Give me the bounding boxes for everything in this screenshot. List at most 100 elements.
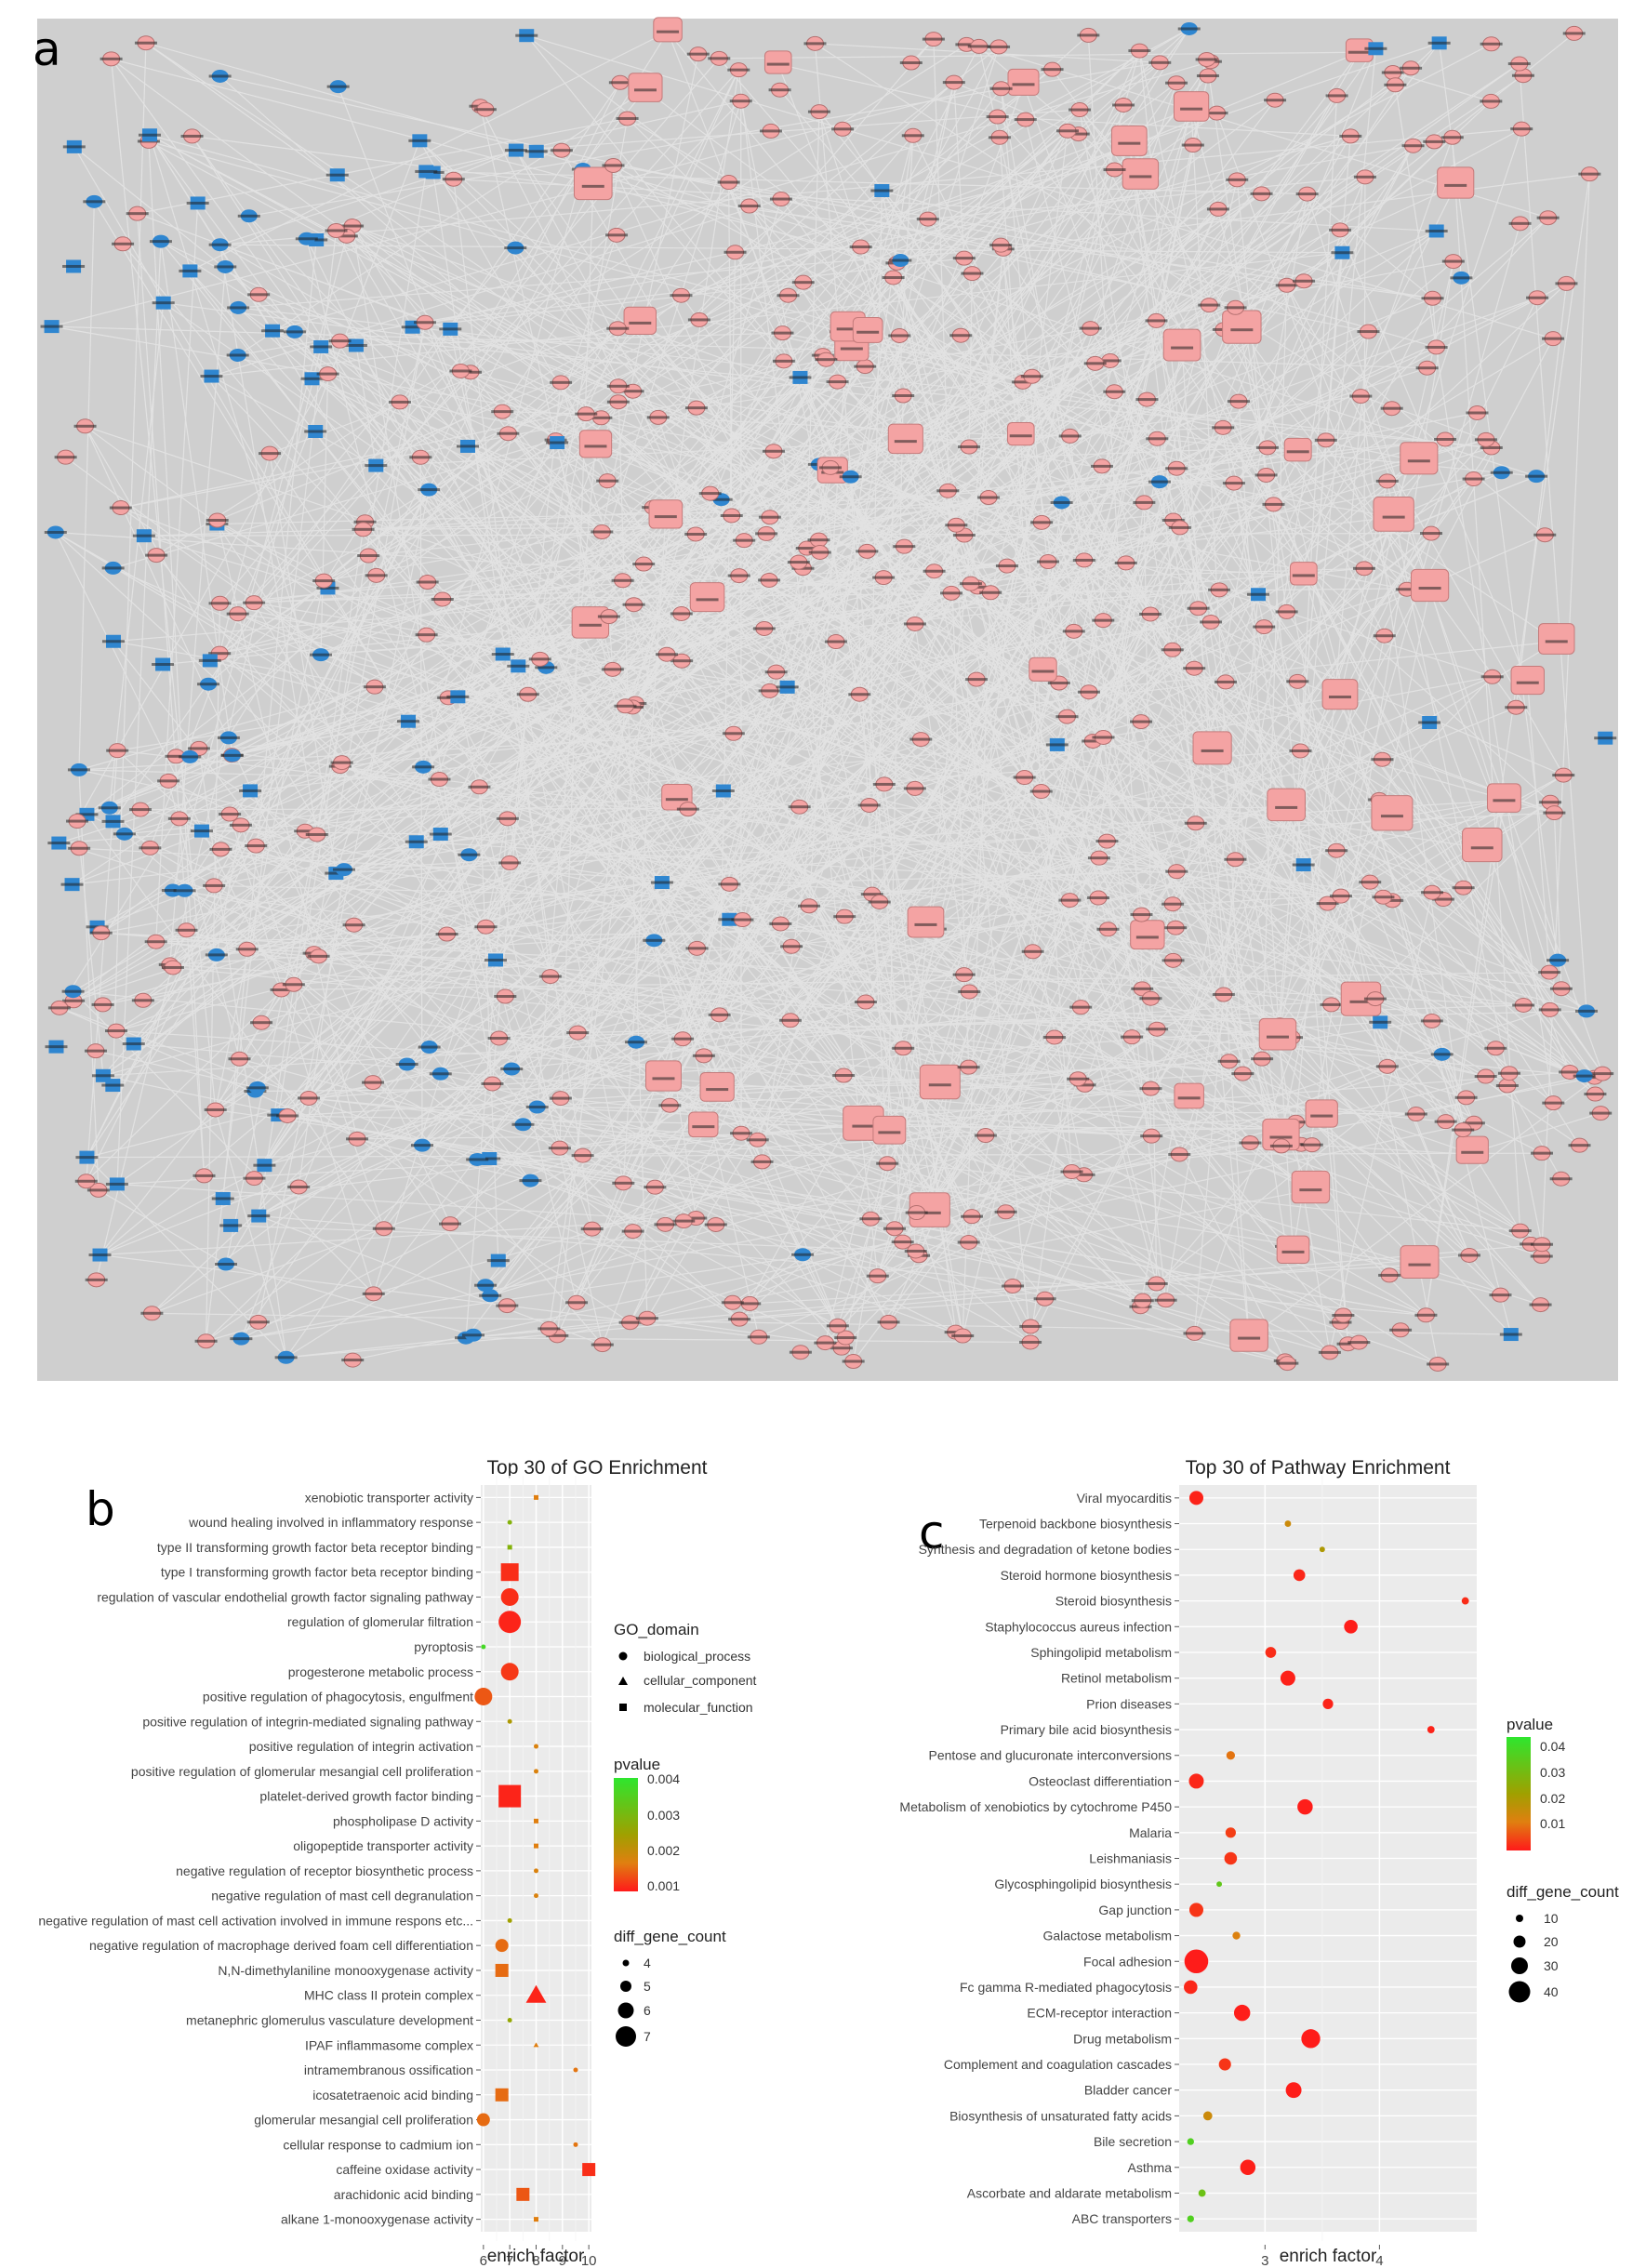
network-edge (217, 519, 1251, 1144)
network-node-label (479, 1293, 502, 1297)
network-node-label (1434, 1120, 1457, 1123)
category-label: Gap junction (1098, 1903, 1172, 1917)
category-label: Complement and coagulation cascades (944, 2057, 1172, 2072)
pathway-count-tick: 40 (1544, 1984, 1559, 1999)
network-edge (357, 1128, 1277, 1140)
network-node-label (1092, 736, 1115, 739)
network-edge (346, 235, 557, 441)
network-node-label (842, 1359, 865, 1363)
network-node-label (788, 805, 811, 809)
network-node-label (1200, 620, 1223, 624)
network-edge (1067, 130, 1259, 595)
network-node-label (1227, 400, 1250, 404)
network-node-label (203, 883, 226, 887)
network-node-label (718, 918, 741, 922)
network-node-label (1425, 345, 1448, 349)
network-node-label (606, 326, 630, 330)
network-edge (367, 555, 871, 1220)
network-edge (1299, 95, 1338, 751)
network-node-label (550, 149, 573, 153)
category-label: glomerular mesangial cell proliferation (254, 2113, 473, 2128)
network-node-label (764, 670, 788, 674)
network-node-label (755, 532, 778, 536)
network-node-label (995, 564, 1018, 568)
network-node-label (1168, 525, 1191, 529)
network-node-label (986, 115, 1009, 119)
category-label: wound healing involved in inflammatory r… (188, 1515, 473, 1530)
network-edge (469, 854, 1524, 1006)
go-domain-legend-item: molecular_function (644, 1700, 753, 1715)
network-edge (113, 641, 531, 1181)
network-node-label (687, 318, 710, 322)
network-node-label (205, 953, 228, 957)
network-node-label (1292, 574, 1315, 577)
go-category-labels: xenobiotic transporter activity wound hea… (38, 1490, 481, 2227)
network-node-label (226, 353, 249, 357)
network-node-label (208, 243, 232, 246)
network-edge (229, 814, 375, 1294)
network-node-label (1352, 566, 1375, 570)
network-node (1258, 1017, 1297, 1051)
network-node-label (575, 412, 598, 416)
network-node-label (363, 685, 386, 689)
category-label: Osteoclast differentiation (1029, 1773, 1172, 1788)
network-node-label (1208, 588, 1231, 591)
data-point-circle (1319, 1546, 1325, 1553)
network-edge (237, 100, 742, 615)
network-edge (999, 137, 1073, 1173)
network-node (852, 316, 883, 343)
network-edge (86, 489, 430, 1158)
pathway-count-tick: 10 (1544, 1911, 1559, 1926)
network-node-label (807, 538, 830, 542)
network-node-label (1251, 1057, 1274, 1061)
network-node-label (746, 1138, 769, 1142)
network-node-label (175, 928, 198, 932)
network-node-label (1068, 108, 1091, 112)
network-edge (255, 1084, 940, 1093)
network-node-label (209, 847, 232, 851)
network-node-label (473, 108, 497, 112)
network-node-label (129, 808, 153, 812)
network-edge (881, 190, 1475, 1124)
network-edge (237, 307, 1079, 1080)
network-edge (100, 535, 965, 1256)
network-node-label (113, 832, 136, 836)
network-node-label (1177, 27, 1201, 31)
network-edge (209, 659, 1587, 1012)
network-edge (320, 346, 1555, 814)
network-node-label (1508, 1229, 1532, 1233)
network-node-label (1295, 192, 1319, 196)
network-node-label (60, 882, 84, 886)
network-node-label (1292, 863, 1315, 867)
network-node-label (654, 1223, 677, 1227)
network-edge (560, 382, 1031, 1343)
network-node-label (439, 327, 462, 331)
network-node-label (1331, 251, 1354, 255)
network-edge (963, 258, 1388, 1068)
network-node-label (940, 591, 963, 595)
network-node-label (904, 1249, 927, 1253)
network-node-label (945, 524, 968, 527)
network-edge (1515, 283, 1568, 708)
data-point-square (534, 1843, 538, 1849)
network-node-label (149, 240, 172, 244)
network-edge (740, 451, 1299, 1134)
network-node-label (328, 339, 352, 343)
network-edge (888, 1078, 1079, 1323)
network-edge (523, 1123, 1420, 1266)
network-node (1267, 788, 1306, 822)
network-node-label (197, 683, 220, 686)
category-label: negative regulation of mast cell activat… (38, 1913, 473, 1928)
network-node-label (795, 547, 818, 550)
network-node-label (1168, 1152, 1191, 1156)
network-node-label (243, 601, 266, 604)
network-node-label (832, 1074, 856, 1078)
network-edge (419, 457, 423, 1146)
network-node-label (650, 881, 673, 884)
network-node-label (994, 1210, 1017, 1214)
network-edge (808, 905, 1031, 1327)
go-count-legend-dot (616, 2026, 636, 2047)
network-node-label (1380, 406, 1403, 410)
network-node-label (491, 653, 514, 657)
network-edge (803, 282, 1342, 896)
